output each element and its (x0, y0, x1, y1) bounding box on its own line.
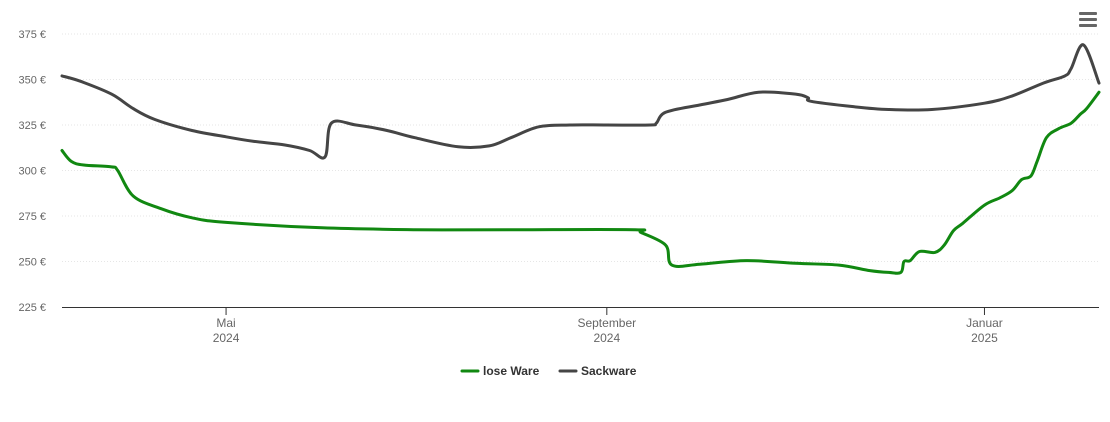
x-tick-label: Mai (216, 316, 235, 330)
x-tick-year-label: 2024 (593, 331, 620, 345)
legend-label: Sackware (581, 364, 637, 378)
y-axis: 225 € 250 € 275 € 300 € 325 € 350 € 375 € (18, 29, 46, 314)
y-tick-label: 375 € (18, 29, 46, 41)
gridlines (62, 33, 1099, 262)
y-tick-label: 350 € (18, 75, 46, 87)
legend-item-sackware[interactable]: Sackware (558, 364, 637, 378)
legend-label: lose Ware (483, 364, 540, 378)
y-tick-label: 300 € (18, 166, 46, 178)
series-line-lose-ware (60, 90, 1101, 275)
chart-menu-icon[interactable] (1077, 12, 1099, 32)
x-tick-label: September (577, 316, 636, 330)
x-tick-label: Januar (966, 316, 1003, 330)
y-tick-label: 275 € (18, 211, 46, 223)
series-line-sackware (60, 43, 1101, 160)
x-tick-year-label: 2024 (213, 331, 240, 345)
legend-item-lose-ware[interactable]: lose Ware (460, 364, 540, 378)
y-tick-label: 225 € (18, 302, 46, 314)
y-tick-label: 250 € (18, 257, 46, 269)
x-tick-year-label: 2025 (971, 331, 998, 345)
legend[interactable]: lose Ware Sackware (460, 364, 637, 378)
plot-area (60, 43, 1101, 275)
y-tick-label: 325 € (18, 120, 46, 132)
